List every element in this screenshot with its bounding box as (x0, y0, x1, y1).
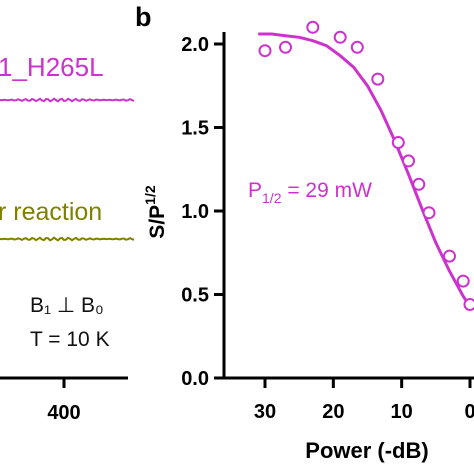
series-label-h265l: 1_H265L (0, 52, 104, 82)
data-point (463, 298, 474, 311)
p-half-sub: 1/2 (262, 190, 282, 206)
data-point (422, 206, 436, 220)
x-tick-label: 20 (322, 401, 344, 423)
x-axis-title: Power (-dB) (305, 438, 428, 463)
y-tick-label: 2.0 (181, 34, 209, 56)
y-tick-label: 1.0 (181, 201, 209, 223)
series-line-h265l (0, 97, 135, 103)
y-axis-title: S/P1/2 (142, 185, 169, 239)
data-point (402, 154, 415, 168)
series-label-reaction: r reaction (0, 198, 102, 226)
data-point (412, 177, 426, 191)
data-point (391, 136, 405, 149)
annotation-b1-perp-b0: B₁ ⊥ B₀ (30, 294, 104, 317)
p-half-main: P (248, 179, 262, 202)
panel-a-x-tick-label: 400 (47, 402, 80, 424)
y-tick-label: 0.5 (181, 285, 209, 307)
x-tick-label: 10 (391, 401, 413, 423)
data-point (350, 40, 364, 54)
data-point (258, 44, 272, 58)
x-tick-label: 0 (464, 401, 474, 423)
data-point (333, 30, 347, 44)
panel-a: 1_H265L r reaction B₁ ⊥ B₀ T = 10 K 400 (0, 52, 135, 424)
annotation-temperature: T = 10 K (30, 328, 110, 351)
data-points (258, 20, 474, 311)
panel-label-b: b (135, 2, 152, 32)
data-point (306, 20, 320, 34)
series-line-reaction (0, 236, 135, 242)
data-point (279, 40, 292, 54)
data-point (443, 249, 456, 263)
x-tick-label: 30 (254, 401, 276, 423)
y-axis: 0.0 0.5 1.0 1.5 2.0 (181, 32, 226, 390)
fit-curve (258, 32, 472, 308)
p-half-value: = 29 mW (281, 179, 372, 202)
panel-b: b 0.00.51.01.52.0 30 20 10 0 S/P1/2 Power (… (135, 2, 474, 463)
y-axis-title-sup: 1/2 (142, 185, 158, 205)
x-axis: 30 20 10 0 (222, 376, 474, 423)
y-tick-label: 1.5 (181, 118, 209, 140)
data-point (456, 274, 470, 288)
y-tick-label: 0.0 (181, 368, 209, 390)
p-half-annotation: P1/2 = 29 mW (248, 179, 372, 206)
y-axis-title-main: S/P (146, 205, 169, 239)
data-point (371, 72, 385, 86)
